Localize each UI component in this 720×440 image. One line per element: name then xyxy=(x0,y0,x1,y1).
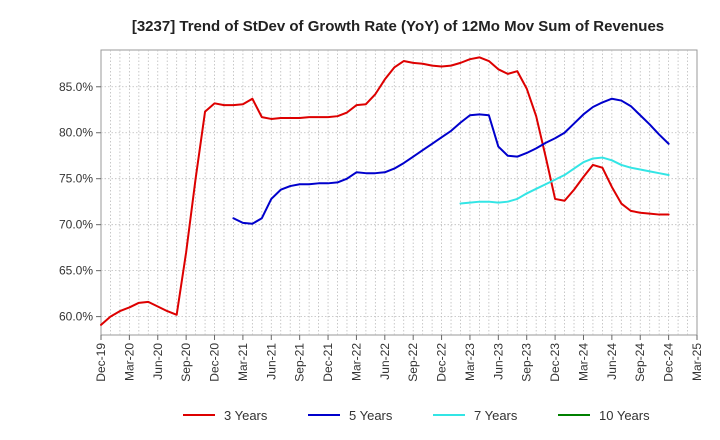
x-tick-label: Mar-25 xyxy=(690,343,704,381)
x-tick-label: Dec-21 xyxy=(321,343,335,382)
x-tick-label: Sep-22 xyxy=(406,343,420,382)
x-tick-label: Jun-20 xyxy=(151,343,165,380)
x-tick-label: Dec-20 xyxy=(208,343,222,382)
x-tick-label: Jun-23 xyxy=(491,343,505,380)
x-tick-label: Mar-22 xyxy=(349,343,363,381)
series-line-3-years xyxy=(100,56,670,326)
x-tick-label: Dec-22 xyxy=(435,343,449,382)
x-tick-label: Dec-19 xyxy=(94,343,108,382)
legend-label: 3 Years xyxy=(224,408,268,423)
y-tick-label: 70.0% xyxy=(59,218,93,232)
x-tick-label: Sep-23 xyxy=(520,343,534,382)
x-tick-label: Sep-24 xyxy=(633,343,647,382)
legend: 3 Years 5 Years 7 Years 10 Years xyxy=(183,408,650,423)
legend-label: 5 Years xyxy=(349,408,393,423)
series-line-7-years xyxy=(459,156,670,205)
y-tick-label: 65.0% xyxy=(59,264,93,278)
x-tick-label: Dec-23 xyxy=(548,343,562,382)
x-tick-label: Sep-20 xyxy=(179,343,193,382)
legend-label: 7 Years xyxy=(474,408,518,423)
x-tick-label: Jun-21 xyxy=(264,343,278,380)
series-line-5-years xyxy=(232,97,670,225)
plot-area xyxy=(100,49,698,336)
grid xyxy=(101,50,697,335)
y-tick-label: 75.0% xyxy=(59,172,93,186)
x-tick-label: Mar-21 xyxy=(236,343,250,381)
x-tick-label: Dec-24 xyxy=(662,343,676,382)
chart-title: [3237] Trend of StDev of Growth Rate (Yo… xyxy=(132,18,664,35)
y-tick-label: 85.0% xyxy=(59,80,93,94)
x-tick-label: Mar-23 xyxy=(463,343,477,381)
series-lines xyxy=(100,56,670,326)
x-tick-label: Sep-21 xyxy=(293,343,307,382)
x-tick-label: Jun-22 xyxy=(378,343,392,380)
x-tick-label: Mar-24 xyxy=(576,343,590,381)
x-tick-label: Mar-20 xyxy=(122,343,136,381)
legend-label: 10 Years xyxy=(599,408,650,423)
x-tick-label: Jun-24 xyxy=(605,343,619,380)
y-tick-label: 80.0% xyxy=(59,126,93,140)
x-axis: Dec-19 Mar-20 Jun-20 Sep-20 Dec-20 Mar-21 Jun-… xyxy=(94,335,704,382)
y-axis: 60.0% 65.0% 70.0% 75.0% 80.0% 85.0% xyxy=(59,80,101,324)
y-tick-label: 60.0% xyxy=(59,310,93,324)
